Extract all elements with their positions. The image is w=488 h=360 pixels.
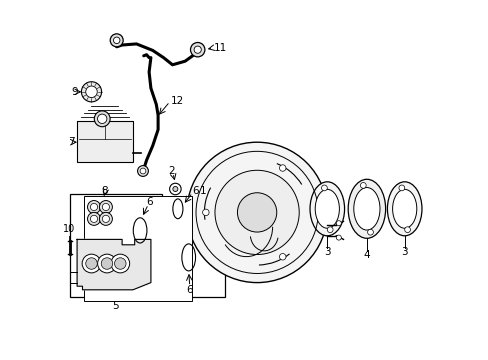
Circle shape <box>336 235 341 240</box>
Circle shape <box>114 258 126 269</box>
Circle shape <box>101 258 113 269</box>
Text: 12: 12 <box>170 96 183 106</box>
Circle shape <box>85 86 97 98</box>
Bar <box>77 121 133 162</box>
Circle shape <box>81 82 102 102</box>
Circle shape <box>99 212 112 225</box>
Circle shape <box>90 215 98 222</box>
Text: 6: 6 <box>145 197 152 207</box>
Circle shape <box>87 201 101 213</box>
Circle shape <box>326 227 332 233</box>
Polygon shape <box>77 239 151 290</box>
Circle shape <box>113 37 120 44</box>
Circle shape <box>186 142 326 283</box>
Circle shape <box>99 201 112 213</box>
Circle shape <box>172 186 178 192</box>
Bar <box>70 194 162 297</box>
Ellipse shape <box>347 179 385 238</box>
Circle shape <box>97 114 107 123</box>
Text: 2: 2 <box>168 166 175 176</box>
Ellipse shape <box>315 189 339 228</box>
Circle shape <box>98 254 116 273</box>
Text: 9: 9 <box>71 87 78 97</box>
Circle shape <box>202 209 209 216</box>
Circle shape <box>321 185 326 191</box>
Circle shape <box>237 193 276 232</box>
Ellipse shape <box>386 182 421 236</box>
Circle shape <box>215 170 299 255</box>
Text: 3: 3 <box>324 247 330 257</box>
Circle shape <box>87 212 101 225</box>
Circle shape <box>360 183 366 188</box>
Circle shape <box>336 221 341 226</box>
Ellipse shape <box>309 182 344 236</box>
Circle shape <box>111 254 129 273</box>
Circle shape <box>367 229 373 235</box>
Text: 8: 8 <box>102 186 108 196</box>
Text: 6: 6 <box>192 186 199 196</box>
Circle shape <box>169 183 181 195</box>
Text: 5: 5 <box>112 301 119 311</box>
Circle shape <box>102 203 109 211</box>
Circle shape <box>110 34 123 47</box>
Text: 6: 6 <box>186 285 193 295</box>
Text: 11: 11 <box>213 43 227 53</box>
Circle shape <box>85 258 97 269</box>
Text: 1: 1 <box>200 186 206 196</box>
Bar <box>84 196 192 301</box>
Circle shape <box>90 203 98 211</box>
Ellipse shape <box>392 189 416 228</box>
Circle shape <box>94 111 110 127</box>
Circle shape <box>194 46 201 53</box>
Ellipse shape <box>353 188 379 230</box>
Text: 3: 3 <box>401 247 407 257</box>
Circle shape <box>398 185 404 191</box>
Circle shape <box>140 168 145 174</box>
Circle shape <box>102 215 109 222</box>
Circle shape <box>190 42 204 57</box>
Circle shape <box>404 227 409 233</box>
Circle shape <box>279 253 285 260</box>
Circle shape <box>137 166 148 176</box>
Text: 10: 10 <box>63 224 75 234</box>
Circle shape <box>82 254 101 273</box>
Circle shape <box>279 165 285 171</box>
Text: 4: 4 <box>363 249 369 260</box>
Text: 7: 7 <box>67 137 74 147</box>
Bar <box>167 207 224 297</box>
